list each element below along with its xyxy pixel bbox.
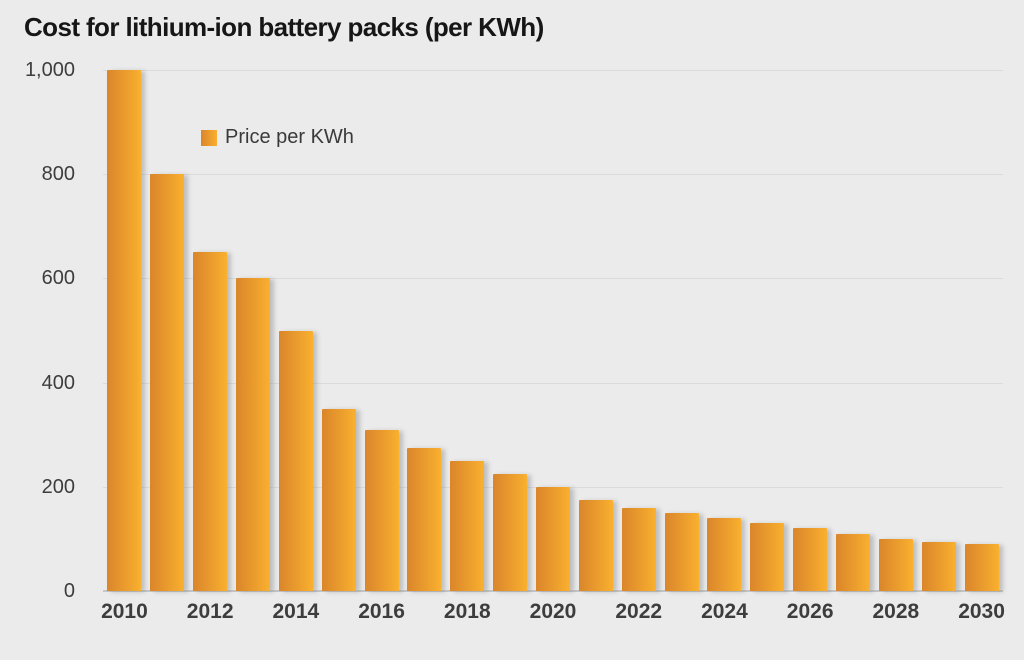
gridline	[103, 278, 1003, 280]
x-tick-label: 2018	[443, 600, 491, 623]
bar-2023	[664, 512, 699, 591]
bar-2026	[793, 528, 828, 591]
x-tick-label: 2014	[272, 600, 320, 623]
bar-2011	[150, 174, 185, 591]
y-tick-label: 200	[41, 475, 75, 498]
bar-2024	[707, 518, 742, 591]
x-tick-label: 2016	[358, 600, 405, 623]
chart-title: Cost for lithium-ion battery packs (per …	[24, 12, 544, 42]
gridline	[103, 382, 1003, 384]
legend: Price per KWh	[201, 126, 354, 149]
bar-2019	[493, 473, 528, 591]
y-tick-label: 400	[41, 371, 75, 394]
x-tick-label: 2022	[615, 600, 663, 623]
bar-2013	[236, 278, 270, 591]
legend-swatch	[201, 129, 217, 146]
x-axis: 2010 2012 2014 2016 2018 2020 2022 2024 2026 2028…	[101, 600, 1005, 630]
bar-2022	[621, 507, 656, 591]
x-axis-baseline	[103, 590, 1003, 592]
y-tick-label: 1,000	[24, 59, 75, 81]
bar-2029	[921, 541, 956, 591]
y-tick-label: 800	[41, 163, 75, 186]
x-tick-label: 2030	[958, 600, 1005, 623]
y-tick-label: 0	[63, 580, 75, 602]
bar-2012	[193, 252, 228, 591]
plot-area	[103, 70, 1003, 592]
y-tick-label: 600	[41, 267, 75, 290]
x-tick-label: 2020	[529, 600, 577, 623]
bar-2010	[107, 70, 142, 591]
x-tick-label: 2012	[186, 600, 234, 623]
y-axis: 0 200 400 600 800 1,000	[0, 59, 78, 602]
gridline	[103, 174, 1003, 176]
bar-2018	[450, 460, 485, 591]
x-tick-label: 2026	[786, 600, 834, 623]
bar-2017	[407, 447, 442, 591]
x-tick-label: 2028	[872, 600, 920, 623]
bar-2014	[278, 330, 313, 591]
bar-2025	[750, 523, 785, 591]
bar-2016	[364, 429, 399, 591]
bar-2027	[836, 533, 870, 591]
bar-2015	[321, 408, 356, 591]
bar-2028	[878, 538, 913, 591]
bar-2030	[964, 544, 999, 591]
legend-label: Price per KWh	[225, 126, 354, 148]
gridline	[103, 70, 1003, 71]
bar-2021	[578, 499, 613, 591]
x-tick-label: 2024	[701, 600, 748, 623]
bar-2020	[536, 486, 570, 591]
x-tick-label: 2010	[101, 600, 148, 623]
